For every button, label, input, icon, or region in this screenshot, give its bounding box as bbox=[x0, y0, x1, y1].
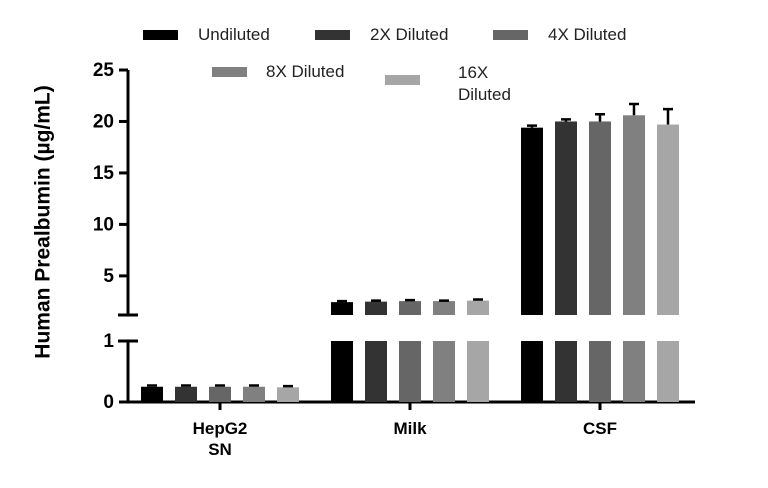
error-bar bbox=[337, 299, 347, 303]
x-tick-label: HepG2 SN bbox=[192, 419, 248, 459]
bar bbox=[657, 341, 679, 402]
legend-label: 8X Diluted bbox=[266, 62, 345, 81]
bar bbox=[623, 115, 645, 315]
legend-swatch bbox=[385, 75, 420, 85]
legend-label: 4X Diluted bbox=[548, 25, 627, 44]
error-bar bbox=[595, 113, 605, 122]
error-bar bbox=[629, 102, 639, 116]
bar bbox=[277, 387, 299, 402]
legend-swatch bbox=[315, 30, 350, 40]
error-bar bbox=[215, 384, 225, 387]
bar bbox=[141, 386, 163, 402]
bar bbox=[589, 341, 611, 402]
legend-swatch bbox=[493, 30, 528, 40]
bar bbox=[433, 301, 455, 315]
bar bbox=[243, 386, 265, 402]
bar bbox=[399, 341, 421, 402]
bar bbox=[331, 302, 353, 315]
error-bar bbox=[181, 384, 191, 387]
bar bbox=[399, 301, 421, 315]
bar bbox=[433, 341, 455, 402]
error-bar bbox=[147, 384, 157, 387]
bar bbox=[365, 301, 387, 315]
legend-label: Undiluted bbox=[198, 25, 270, 44]
bar bbox=[365, 341, 387, 402]
error-bar bbox=[439, 299, 449, 302]
legend-swatch bbox=[143, 30, 178, 40]
bar bbox=[209, 386, 231, 402]
error-bar bbox=[663, 107, 673, 125]
bar bbox=[521, 127, 543, 315]
error-bar bbox=[405, 298, 415, 302]
y-tick-label: 20 bbox=[93, 111, 114, 132]
y-tick-label: 10 bbox=[93, 214, 114, 235]
x-tick-label: Milk bbox=[393, 419, 427, 438]
bar bbox=[175, 386, 197, 402]
legend-label: 2X Diluted bbox=[370, 25, 449, 44]
x-tick-label: CSF bbox=[583, 419, 617, 438]
y-tick-label: 0 bbox=[103, 392, 114, 413]
bar bbox=[467, 300, 489, 315]
y-tick-label: 1 bbox=[103, 331, 114, 352]
y-tick-label: 25 bbox=[93, 60, 115, 81]
bar bbox=[331, 341, 353, 402]
error-bar bbox=[527, 124, 537, 128]
error-bar bbox=[283, 384, 293, 388]
bar bbox=[589, 121, 611, 316]
bar bbox=[555, 341, 577, 402]
bar bbox=[467, 341, 489, 402]
legend-swatch bbox=[212, 67, 247, 77]
error-bar bbox=[561, 118, 571, 122]
y-tick-label: 5 bbox=[103, 266, 114, 287]
legend-label: 16X Diluted bbox=[458, 63, 511, 104]
bar bbox=[623, 341, 645, 402]
bar bbox=[555, 121, 577, 316]
y-axis-title: Human Prealbumin (µg/mL) bbox=[32, 85, 55, 358]
error-bar bbox=[371, 299, 381, 302]
y-tick-label: 15 bbox=[93, 163, 115, 184]
error-bar bbox=[249, 384, 259, 387]
bar bbox=[657, 124, 679, 315]
bar bbox=[521, 341, 543, 402]
error-bar bbox=[473, 298, 483, 301]
